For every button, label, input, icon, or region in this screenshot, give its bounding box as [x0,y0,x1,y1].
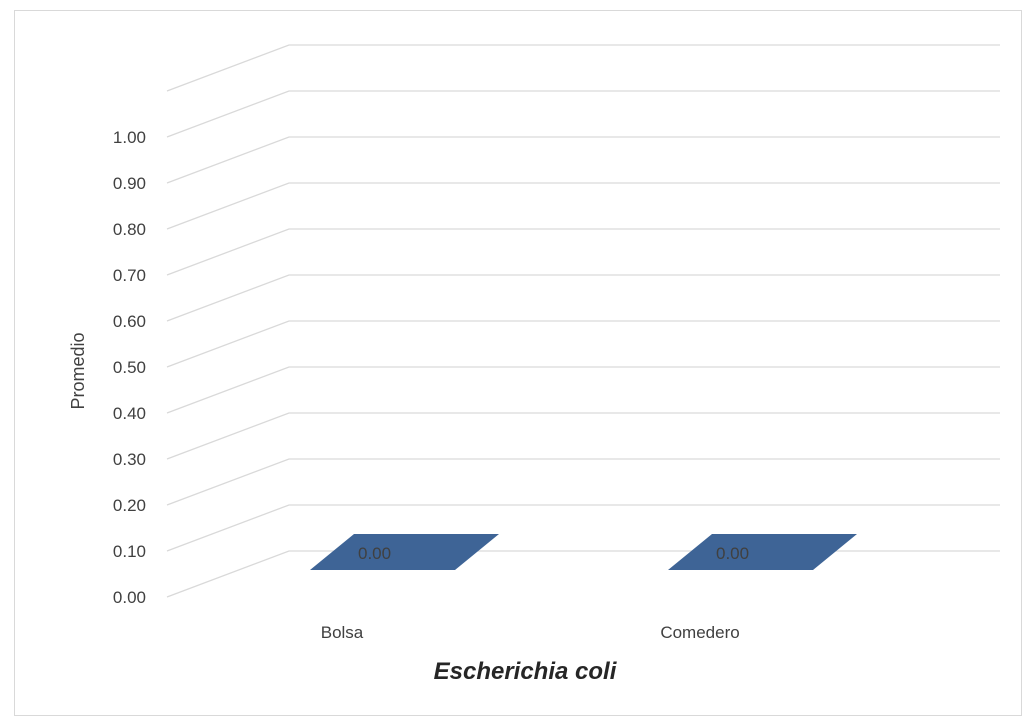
y-tick-label: 1.00 [113,128,146,147]
y-tick-label: 0.60 [113,312,146,331]
data-label: 0.00 [716,544,749,563]
y-axis-title: Promedio [68,332,88,409]
bar-layer: 0.00 0.00 [310,534,857,570]
data-label: 0.00 [358,544,391,563]
gridline [166,320,1000,368]
y-tick-label: 0.90 [113,174,146,193]
gridline [166,228,1000,276]
y-tick-label: 0.40 [113,404,146,423]
gridline [166,274,1000,322]
gridline [166,90,1000,138]
gridline [166,136,1000,184]
gridline [166,550,1000,598]
gridline [166,458,1000,506]
bar [310,534,499,570]
gridline [166,44,1000,92]
gridline [166,412,1000,460]
category-label: Comedero [660,623,739,642]
bar [668,534,857,570]
y-tick-label: 0.30 [113,450,146,469]
y-tick-label: 0.50 [113,358,146,377]
gridline [166,366,1000,414]
grid-layer [166,44,1000,598]
y-tick-label: 0.20 [113,496,146,515]
gridline [166,182,1000,230]
chart-frame [14,10,1022,716]
category-labels: Bolsa Comedero [321,623,740,642]
y-tick-label: 0.70 [113,266,146,285]
gridline [166,504,1000,552]
x-axis-title: Escherichia coli [434,658,618,685]
y-tick-label: 0.80 [113,220,146,239]
y-tick-label: 0.10 [113,542,146,561]
y-tick-labels: 0.00 0.10 0.20 0.30 0.40 0.50 0.60 0.70 0.80 0.90… [113,128,146,607]
y-tick-label: 0.00 [113,588,146,607]
category-label: Bolsa [321,623,364,642]
